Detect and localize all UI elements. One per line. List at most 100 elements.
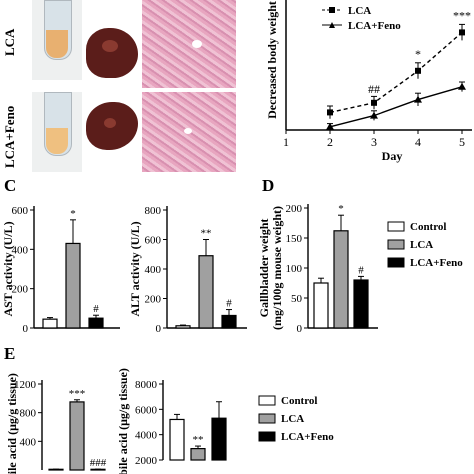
legend-swatch [387, 221, 405, 232]
bar-lca-feno [88, 317, 104, 329]
y-tick-label: 6000 [135, 404, 158, 416]
y-tick-label: 400 [20, 436, 37, 448]
y-axis-label: Gallbladder weight [257, 219, 271, 318]
legend-entry: LCA+Feno [410, 257, 463, 269]
legend-swatch [387, 239, 405, 250]
y-tick-label: 200 [12, 284, 29, 296]
significance-mark: * [415, 47, 421, 61]
bar-lca [69, 401, 85, 471]
bar-lca-feno [221, 314, 237, 329]
x-tick-label: 3 [371, 135, 377, 149]
significance-mark: ** [201, 228, 212, 240]
series-line-lca [329, 31, 463, 114]
y-tick-label: 600 [12, 205, 29, 217]
legend-swatch [258, 395, 276, 406]
liver-photo-lca [82, 0, 142, 88]
y-tick-label: 600 [145, 235, 162, 247]
bar-lca [333, 230, 349, 329]
bar-control [42, 318, 58, 329]
y-axis-label-2: (mg/100g mouse weight) [270, 206, 284, 330]
y-tick-label: 0 [297, 323, 303, 335]
legend-swatch [258, 431, 276, 442]
y-tick-label: 0 [156, 323, 162, 335]
y-tick-label: 150 [286, 233, 303, 245]
x-tick-label: 2 [327, 135, 333, 149]
y-tick-label: 200 [286, 203, 303, 215]
row-label-feno: LCA+Feno [2, 105, 17, 168]
significance-mark: * [338, 203, 344, 215]
significance-mark: # [358, 264, 364, 276]
y-tick-label: 1200 [14, 379, 37, 391]
bar-lca-feno [211, 417, 227, 461]
y-axis-label: bile acid (μg/g tissue) [116, 368, 130, 474]
significance-mark: # [226, 298, 232, 310]
data-point [370, 111, 378, 119]
panel-letter-d: D [262, 176, 275, 195]
y-tick-label: 0 [23, 323, 29, 335]
bar-lca [198, 255, 214, 329]
tube-photo-feno [32, 92, 82, 172]
row-label-lca: LCA [2, 28, 17, 56]
y-axis-label: AST activity (U/L) [1, 221, 15, 316]
panel-letter-e: E [4, 344, 16, 363]
legend-feno: LCA+Feno [348, 20, 401, 32]
significance-mark: ## [368, 82, 380, 96]
significance-mark: # [93, 303, 99, 315]
y-tick-label: 400 [145, 264, 162, 276]
y-tick-label: 50 [291, 293, 303, 305]
y-tick-label: 100 [286, 263, 303, 275]
significance-mark: * [70, 208, 76, 220]
significance-mark: ### [90, 457, 107, 469]
legend-entry: LCA [281, 413, 304, 425]
y-tick-label: 400 [12, 244, 29, 256]
y-tick-label: 200 [145, 294, 162, 306]
legend-entry: Control [281, 395, 317, 407]
x-tick-label: 4 [415, 135, 421, 149]
bar-lca [190, 447, 206, 461]
bar-control [175, 325, 191, 329]
data-point [415, 67, 421, 74]
legend-swatch [387, 257, 405, 268]
legend-swatch [258, 413, 276, 424]
legend-entry: LCA+Feno [281, 431, 334, 443]
serum-bile-chart: bile acid (μg/g tissue) 2000 4000 6000 8000 *… [116, 368, 334, 474]
y-tick-label: 2000 [135, 455, 158, 467]
data-point [459, 29, 465, 36]
ast-chart: AST activity (U/L) 0 200 400 600 * # [1, 205, 120, 335]
significance-mark: *** [69, 388, 86, 400]
histology-feno [142, 92, 236, 172]
tube-photo-lca [32, 0, 82, 80]
x-tick-label: 5 [459, 135, 465, 149]
legend-entry: LCA [410, 239, 433, 251]
data-point [326, 122, 334, 130]
panel-letter-c: C [4, 176, 17, 195]
x-tick-label: 1 [283, 135, 289, 149]
data-point [327, 109, 333, 116]
y-tick-label: 4000 [135, 430, 158, 442]
y-axis-label: bile acid (μg/g tissue) [5, 373, 19, 474]
histology-lca [142, 0, 236, 88]
bar-control [169, 418, 185, 461]
data-point [371, 99, 377, 106]
y-axis-label: ALT activity (U/L) [128, 221, 142, 316]
legend-lca: LCA [348, 5, 371, 17]
y-tick-label: 8000 [135, 379, 158, 391]
data-point [458, 82, 466, 90]
significance-mark: *** [453, 9, 471, 23]
bar-control [313, 282, 329, 329]
y-tick-label: 800 [145, 205, 162, 217]
significance-mark: ** [193, 434, 204, 446]
bar-lca [65, 242, 81, 329]
liver-photo-feno [82, 92, 142, 172]
bar-lca-feno [353, 279, 369, 329]
body-weight-legend: LCA LCA+Feno [322, 5, 401, 32]
liver-bile-chart: bile acid (μg/g tissue) 400 800 1200 *** ### [5, 373, 107, 474]
data-point [414, 95, 422, 103]
legend-entry: Control [410, 221, 446, 233]
series-line-feno [329, 86, 463, 128]
body-weight-ylabel: Decreased body weight [265, 1, 279, 119]
body-weight-xlabel: Day [382, 149, 403, 163]
y-tick-label: 800 [20, 408, 37, 420]
gallbladder-chart: Gallbladder weight (mg/100g mouse weight)… [257, 203, 463, 335]
